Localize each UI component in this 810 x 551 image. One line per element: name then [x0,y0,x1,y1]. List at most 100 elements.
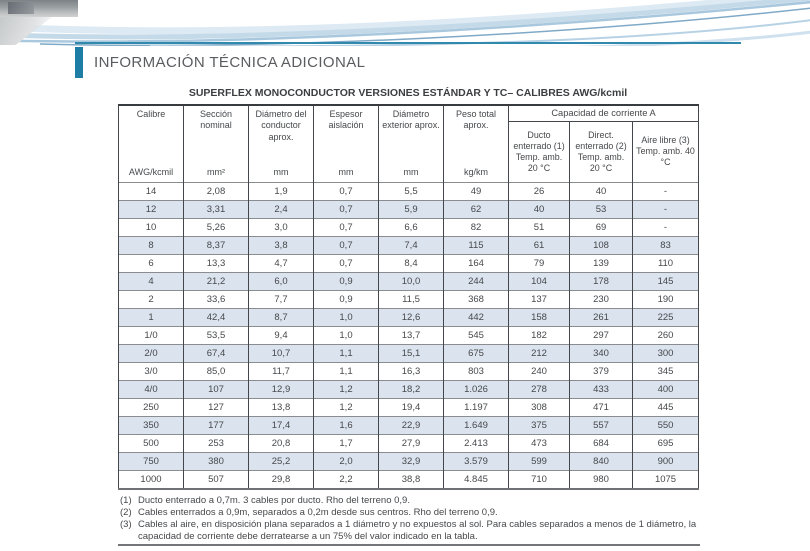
spec-table: Calibre AWG/kcmil Sección nominal mm² Di… [118,104,700,490]
table-cell: 4 [118,271,184,290]
table-cell: 1.026 [443,379,509,398]
table-cell: 104 [508,271,570,290]
table-row: 1 42,4 8,7 1,0 12,6 442 158 261 225 [118,307,700,326]
col-unit: kg/km [463,166,488,177]
table-row: 2 33,6 7,7 0,9 11,5 368 137 230 190 [118,289,700,308]
table-cell: 4,7 [248,253,314,272]
table-cell: 1,1 [313,361,379,380]
footnote-2: (2) Cables enterrados a 0,9m, separados … [120,507,702,519]
table-title: SUPERFLEX MONOCONDUCTOR VERSIONES ESTÁND… [188,87,628,99]
footnote-text: Cables al aire, en disposición plana sep… [138,519,697,542]
table-cell: 260 [631,325,700,344]
table-cell: 400 [631,379,700,398]
table-cell: 212 [508,343,570,362]
table-cell: 5,26 [183,217,249,236]
table-cell: - [631,217,700,236]
table-cell: 14 [118,181,184,200]
table-cell: 1,1 [313,343,379,362]
col-label: Sección nominal [199,109,233,131]
table-body: 14 2,08 1,9 0,7 5,5 49 26 40-12 3,31 2,4 0,7 5,9 62 4… [118,181,700,489]
footnote-marker: (1) [120,495,132,506]
table-cell: 190 [631,289,700,308]
table-cell: 442 [443,307,509,326]
table-cell: 1,7 [313,433,379,452]
table-cell: 4.845 [443,469,509,489]
table-row: 1/0 53,5 9,4 1,0 13,7 545 182 297 260 [118,325,700,344]
col-header-diametro-conductor: Diámetro del conductor aprox. mm [248,105,314,182]
table-cell: 0,7 [313,235,379,254]
col-label: Diámetro exterior aprox. [382,109,440,131]
table-cell: 27,9 [378,433,444,452]
table-cell: 1000 [118,469,184,489]
col-header-aire-libre: Aire libre (3) Temp. amb. 40 °C [631,121,700,182]
table-row: 10 5,26 3,0 0,7 6,6 82 51 69- [118,217,700,236]
table-cell: 300 [631,343,700,362]
table-cell: 261 [569,307,633,326]
header-banner [0,0,810,46]
table-cell: 1,6 [313,415,379,434]
table-cell: 145 [631,271,700,290]
table-row: 350 177 17,4 1,6 22,9 1.649 375 557 550 [118,415,700,434]
col-label: Peso total aprox. [455,109,497,131]
table-cell: 49 [443,181,509,200]
section-title-block: INFORMACIÓN TÉCNICA ADICIONAL [75,42,741,78]
table-cell: 308 [508,397,570,416]
table-row: 8 8,37 3,8 0,7 7,4 115 61 108 83 [118,235,700,254]
table-cell: 5,5 [378,181,444,200]
table-cell: 115 [443,235,509,254]
table-cell: 684 [569,433,633,452]
col-header-peso: Peso total aprox. kg/km [443,105,509,182]
table-cell: - [631,199,700,218]
table-cell: 158 [508,307,570,326]
col-unit: mm² [207,166,225,177]
table-cell: 0,7 [313,181,379,200]
table-cell: 550 [631,415,700,434]
table-cell: 6,0 [248,271,314,290]
table-cell: 471 [569,397,633,416]
table-cell: 1,0 [313,307,379,326]
table-cell: 8,37 [183,235,249,254]
table-cell: 3,8 [248,235,314,254]
table-row: 250 127 13,8 1,2 19,4 1.197 308 471 445 [118,397,700,416]
table-row: 6 13,3 4,7 0,7 8,4 164 79 139 110 [118,253,700,272]
table-cell: 1.649 [443,415,509,434]
table-cell: 840 [569,451,633,470]
table-cell: 18,2 [378,379,444,398]
table-cell: 2 [118,289,184,308]
table-cell: 1,0 [313,325,379,344]
table-cell: 2,08 [183,181,249,200]
table-cell: 9,4 [248,325,314,344]
table-cell: 695 [631,433,700,452]
footnote-marker: (2) [120,507,132,518]
table-row: 500 253 20,8 1,7 27,9 2.413 473 684 695 [118,433,700,452]
bottom-rule [118,544,700,546]
table-cell: 278 [508,379,570,398]
table-cell: 33,6 [183,289,249,308]
footnote-1: (1) Ducto enterrado a 0,7m. 3 cables por… [120,495,702,507]
col-header-diametro-exterior: Diámetro exterior aprox. mm [378,105,444,182]
table-cell: 675 [443,343,509,362]
table-cell: 69 [569,217,633,236]
table-cell: 16,3 [378,361,444,380]
table-cell: 177 [183,415,249,434]
table-cell: 11,5 [378,289,444,308]
table-cell: 3,0 [248,217,314,236]
table-cell: 0,7 [313,199,379,218]
table-cell: 380 [183,451,249,470]
table-cell: 32,9 [378,451,444,470]
title-top-rule [75,42,741,44]
footnote-marker: (3) [120,519,132,530]
table-cell: 1/0 [118,325,184,344]
table-cell: 379 [569,361,633,380]
table-cell: 253 [183,433,249,452]
table-cell: 5,9 [378,199,444,218]
table-cell: 12 [118,199,184,218]
table-cell: 38,8 [378,469,444,489]
table-cell: 375 [508,415,570,434]
footnote-text: Ducto enterrado a 0,7m. 3 cables por duc… [138,495,410,506]
table-cell: 10 [118,217,184,236]
table-cell: 40 [508,199,570,218]
table-cell: 345 [631,361,700,380]
table-cell: 1075 [631,469,700,489]
